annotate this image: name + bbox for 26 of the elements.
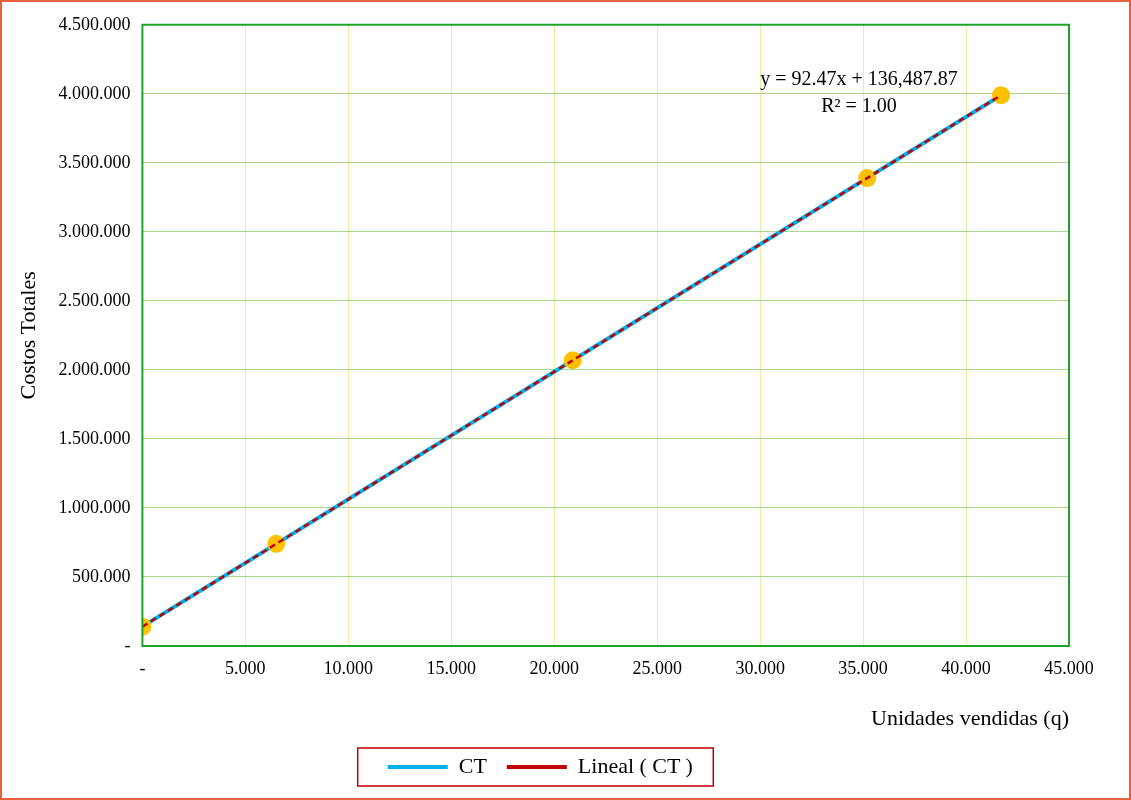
y-axis-title: Costos Totales — [14, 271, 40, 400]
y-tick-label: 1.000.000 — [58, 496, 131, 517]
y-tick-label: 1.500.000 — [58, 427, 131, 448]
y-tick-label: 2.500.000 — [58, 289, 131, 310]
annotation: y = 92.47x + 136,487.87 — [760, 67, 958, 91]
x-tick-label: 25.000 — [632, 657, 682, 678]
x-tick-label: 30.000 — [735, 657, 785, 678]
y-tick-label: 3.500.000 — [58, 151, 131, 172]
x-tick-label: 15.000 — [426, 657, 477, 678]
y-tick-label: - — [124, 634, 131, 655]
x-tick-label: 40.000 — [941, 657, 991, 678]
y-tick-label: 4.500.000 — [58, 13, 131, 34]
legend-label: Lineal ( CT ) — [577, 752, 693, 778]
x-axis-title: Unidades vendidas (q) — [871, 704, 1069, 730]
y-tick-label: 2.000.000 — [58, 358, 131, 379]
x-tick-label: 45.000 — [1044, 657, 1094, 678]
y-tick-label: 4.000.000 — [58, 82, 131, 103]
y-tick-label: 3.000.000 — [58, 220, 131, 241]
legend-label: CT — [458, 752, 488, 778]
x-tick-label: 35.000 — [838, 657, 888, 678]
y-tick-label: 500.000 — [71, 565, 131, 586]
annotation: R² = 1.00 — [821, 94, 897, 117]
x-tick-label: 20.000 — [529, 657, 579, 678]
x-tick-label: 10.000 — [323, 657, 374, 678]
x-tick-label: 5.000 — [225, 657, 266, 678]
x-tick-label: - — [139, 657, 146, 678]
